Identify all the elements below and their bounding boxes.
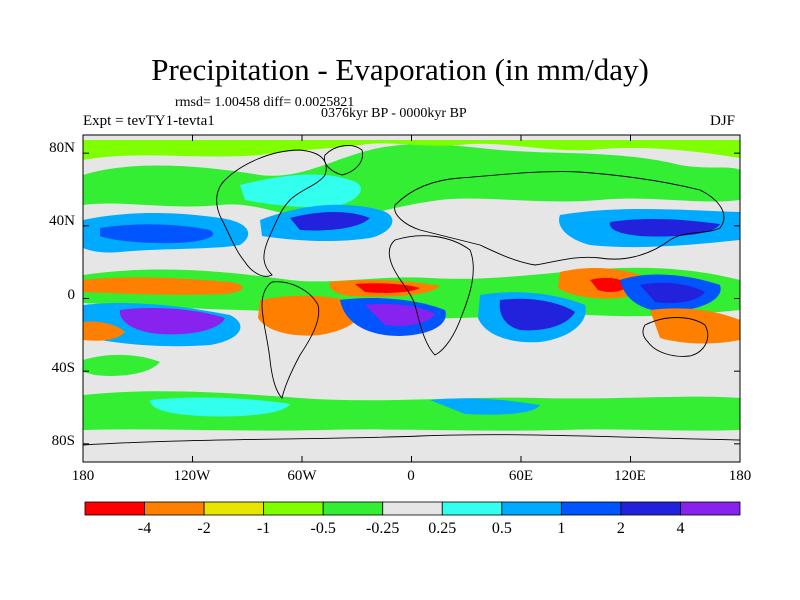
field-orange-epac — [83, 277, 243, 295]
colorbar-swatch — [441, 501, 503, 516]
colorbar-label: -1 — [256, 520, 271, 537]
lat-label-80s: 80S — [51, 433, 75, 449]
colorbar-swatch — [560, 501, 622, 516]
lat-label-eq: 0 — [67, 287, 76, 303]
colorbar-label: 1 — [557, 520, 566, 537]
colorbar-label: -0.5 — [310, 520, 336, 537]
lon-label-0: 0 — [407, 468, 415, 484]
field-purple-satl — [365, 304, 435, 326]
field-red-maritime — [590, 277, 630, 292]
coast-greenland — [324, 144, 363, 176]
map-field — [83, 135, 740, 462]
season-label: DJF — [710, 113, 736, 129]
colorbar-label: 0.25 — [428, 520, 457, 537]
field-orange-spac — [83, 321, 125, 341]
colorbar-swatch — [382, 501, 443, 516]
lon-label-60e: 60E — [508, 468, 534, 484]
field-orange-samerica — [258, 295, 361, 336]
colorbar-label: -0.25 — [366, 520, 400, 537]
field-darkblue-indian — [499, 298, 575, 331]
colorbar-label: -2 — [197, 520, 211, 537]
colorbar-swatch — [322, 501, 384, 516]
map-title: Precipitation - Evaporation (in mm/day) — [151, 52, 649, 87]
lon-label-180e: 180 — [728, 468, 752, 484]
field-blue-southern — [430, 398, 540, 415]
lon-label-120e: 120E — [614, 468, 646, 484]
period-label: 0376kyr BP - 0000kyr BP — [321, 106, 467, 121]
field-orange-swpac — [650, 308, 740, 344]
field-green-north — [83, 144, 740, 221]
coastlines — [83, 144, 740, 446]
colorbar-label: 0.5 — [491, 520, 512, 537]
coast-eurasia — [394, 171, 725, 266]
coast-antarctica — [83, 434, 740, 446]
lat-label-40s: 40S — [51, 360, 75, 376]
lon-label-60w: 60W — [287, 468, 317, 484]
colorbar — [84, 501, 741, 516]
field-darkblue-natl — [290, 212, 370, 231]
coast-south-america — [261, 281, 320, 399]
field-cyan-southern — [150, 397, 290, 417]
field-darkblue-wpac-eq — [640, 282, 705, 304]
colorbar-label: 2 — [616, 520, 625, 537]
lon-label-180w: 180 — [71, 468, 95, 484]
lon-label-120w: 120W — [173, 468, 211, 484]
stats-label: rmsd= 1.00458 diff= 0.0025821 — [175, 95, 355, 110]
colorbar-swatch — [263, 501, 324, 516]
colorbar-swatch — [620, 501, 681, 516]
colorbar-label: 4 — [676, 520, 685, 537]
lat-label-80n: 80N — [49, 140, 75, 156]
colorbar-swatch — [84, 501, 145, 516]
colorbar-swatch — [144, 501, 205, 516]
colorbar-swatch — [501, 501, 562, 516]
coast-australia — [642, 317, 709, 357]
field-lightgreen-arctic — [83, 140, 740, 160]
colorbar-label: -4 — [137, 520, 152, 537]
field-cyan-natl — [240, 174, 361, 208]
field-darkblue-npac — [100, 224, 214, 244]
coast-north-america — [216, 149, 327, 277]
lat-label-40n: 40N — [49, 213, 75, 229]
experiment-label: Expt = tevTY1-tevta1 — [83, 113, 215, 129]
field-green-spac-mid — [83, 354, 160, 376]
colorbar-swatch — [680, 501, 741, 516]
field-darkblue-wpac — [609, 218, 720, 237]
field-red-atl — [355, 283, 420, 293]
colorbar-swatch — [203, 501, 265, 516]
axis-ticks — [82, 135, 741, 462]
coast-africa — [388, 235, 474, 356]
field-purple-spac — [119, 307, 225, 335]
